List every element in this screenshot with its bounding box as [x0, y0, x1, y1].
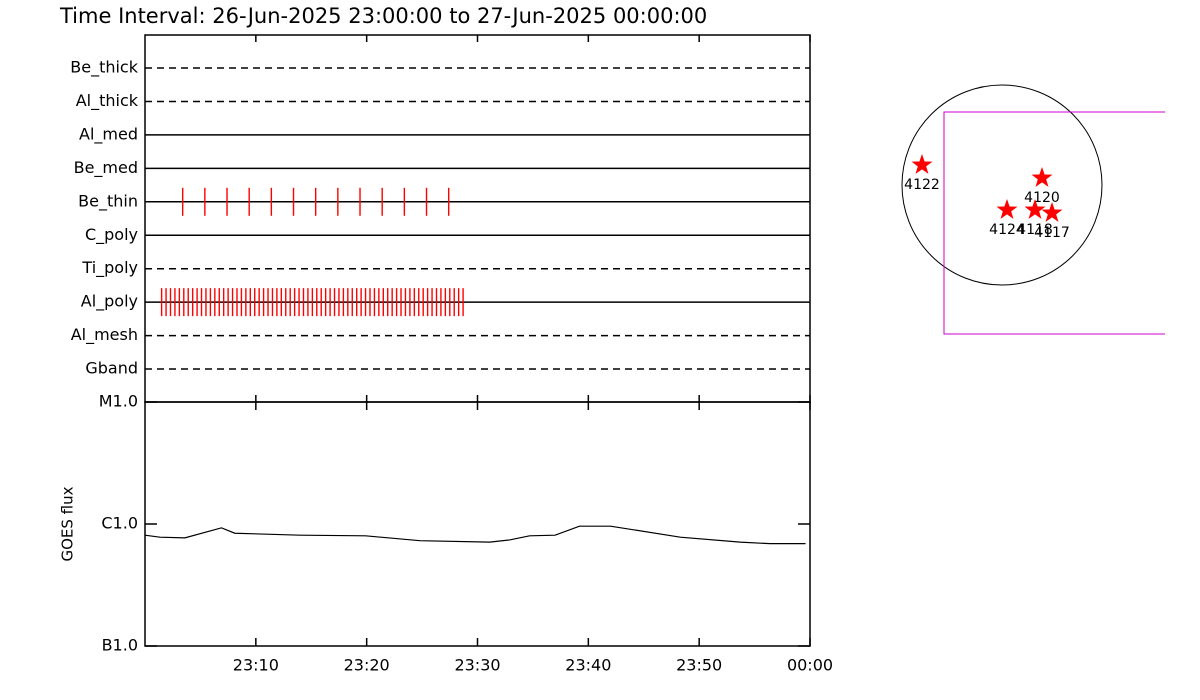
row-label: Be_thin: [78, 191, 138, 211]
x-tick-label: 23:10: [233, 656, 279, 675]
solar-disk: [901, 84, 1103, 286]
y-tick-label: C1.0: [101, 514, 138, 533]
goes-line: [144, 525, 806, 545]
y-axis-label: GOES flux: [59, 486, 77, 561]
row-label: Al_mesh: [71, 325, 138, 345]
region-label: 4120: [1024, 190, 1060, 206]
y-tick-label: B1.0: [102, 636, 138, 655]
region-star: [1031, 167, 1053, 187]
region-label: 4118: [1017, 222, 1053, 238]
row-label: Ti_poly: [81, 258, 138, 278]
field-of-view: [943, 111, 1165, 335]
row-label: Al_poly: [81, 292, 138, 312]
x-tick-label: 23:30: [454, 656, 500, 675]
row-label: C_poly: [85, 225, 138, 245]
region-label: 4117: [1034, 225, 1070, 241]
filter-panel: [144, 34, 811, 403]
goes-panel: [144, 401, 811, 647]
region-star: [1024, 199, 1046, 219]
region-label: 4122: [904, 177, 940, 193]
region-star: [1041, 202, 1063, 222]
x-tick-label: 23:20: [344, 656, 390, 675]
region-star: [911, 154, 933, 174]
row-label: Be_med: [74, 158, 138, 178]
x-tick-label: 00:00: [787, 656, 833, 675]
row-label: Gband: [85, 359, 138, 378]
x-tick-label: 23:40: [565, 656, 611, 675]
x-tick-label: 23:50: [676, 656, 722, 675]
region-label: 4124: [989, 222, 1025, 238]
row-label: Al_med: [79, 124, 138, 144]
row-label: Al_thick: [76, 91, 139, 111]
row-label: Be_thick: [70, 58, 138, 78]
y-tick-label: M1.0: [99, 392, 138, 411]
chart-title: Time Interval: 26-Jun-2025 23:00:00 to 2…: [59, 4, 707, 28]
region-star: [996, 199, 1018, 219]
